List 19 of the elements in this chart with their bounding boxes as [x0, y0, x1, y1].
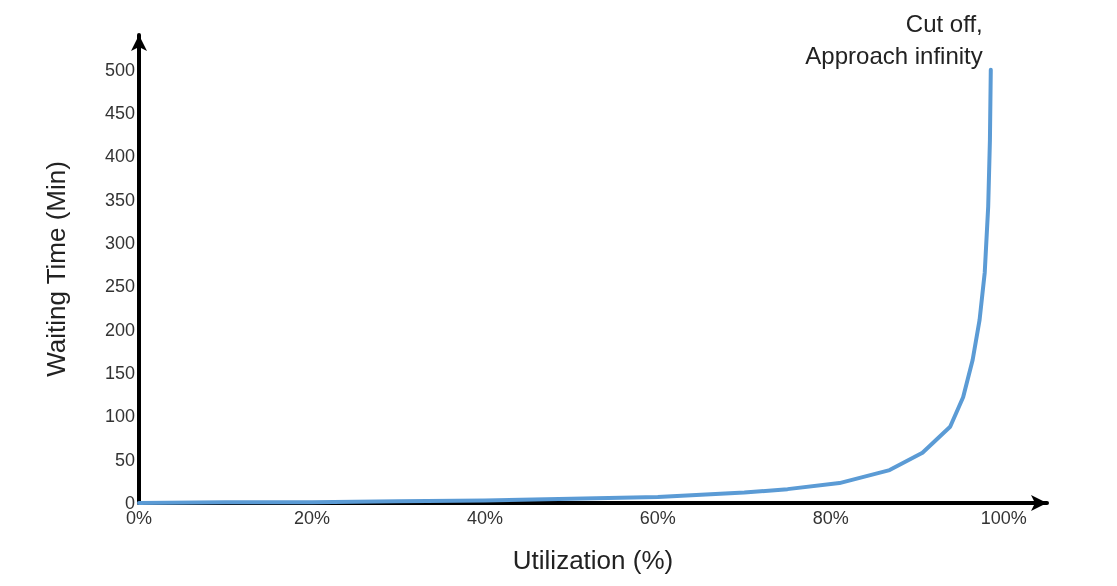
y-tick-label: 450 [104, 103, 135, 123]
y-tick-label: 400 [104, 146, 135, 167]
annotation: Cut off, Approach infinity [805, 10, 983, 70]
y-tick-label: 300 [104, 233, 135, 253]
x-tick-label: 100% [980, 508, 1027, 528]
x-tick-label: 20% [293, 508, 330, 528]
x-axis-title: Utilization (%) [512, 545, 674, 575]
x-tick-label: 40% [466, 508, 503, 528]
y-tick-label: 150 [104, 363, 135, 383]
y-tick-label: 50 [114, 449, 135, 470]
x-tick-label: 0% [125, 508, 153, 528]
y-tick-label: 200 [104, 319, 135, 340]
y-tick-label: 350 [104, 189, 135, 210]
y-tick-label: 500 [104, 59, 135, 80]
y-tick-label: 100 [104, 406, 135, 427]
x-tick-label: 80% [812, 508, 849, 528]
y-tick-label: 250 [104, 276, 135, 297]
x-tick-label: 60% [639, 508, 676, 528]
y-axis-title: Waiting Time (Min) [41, 161, 71, 377]
